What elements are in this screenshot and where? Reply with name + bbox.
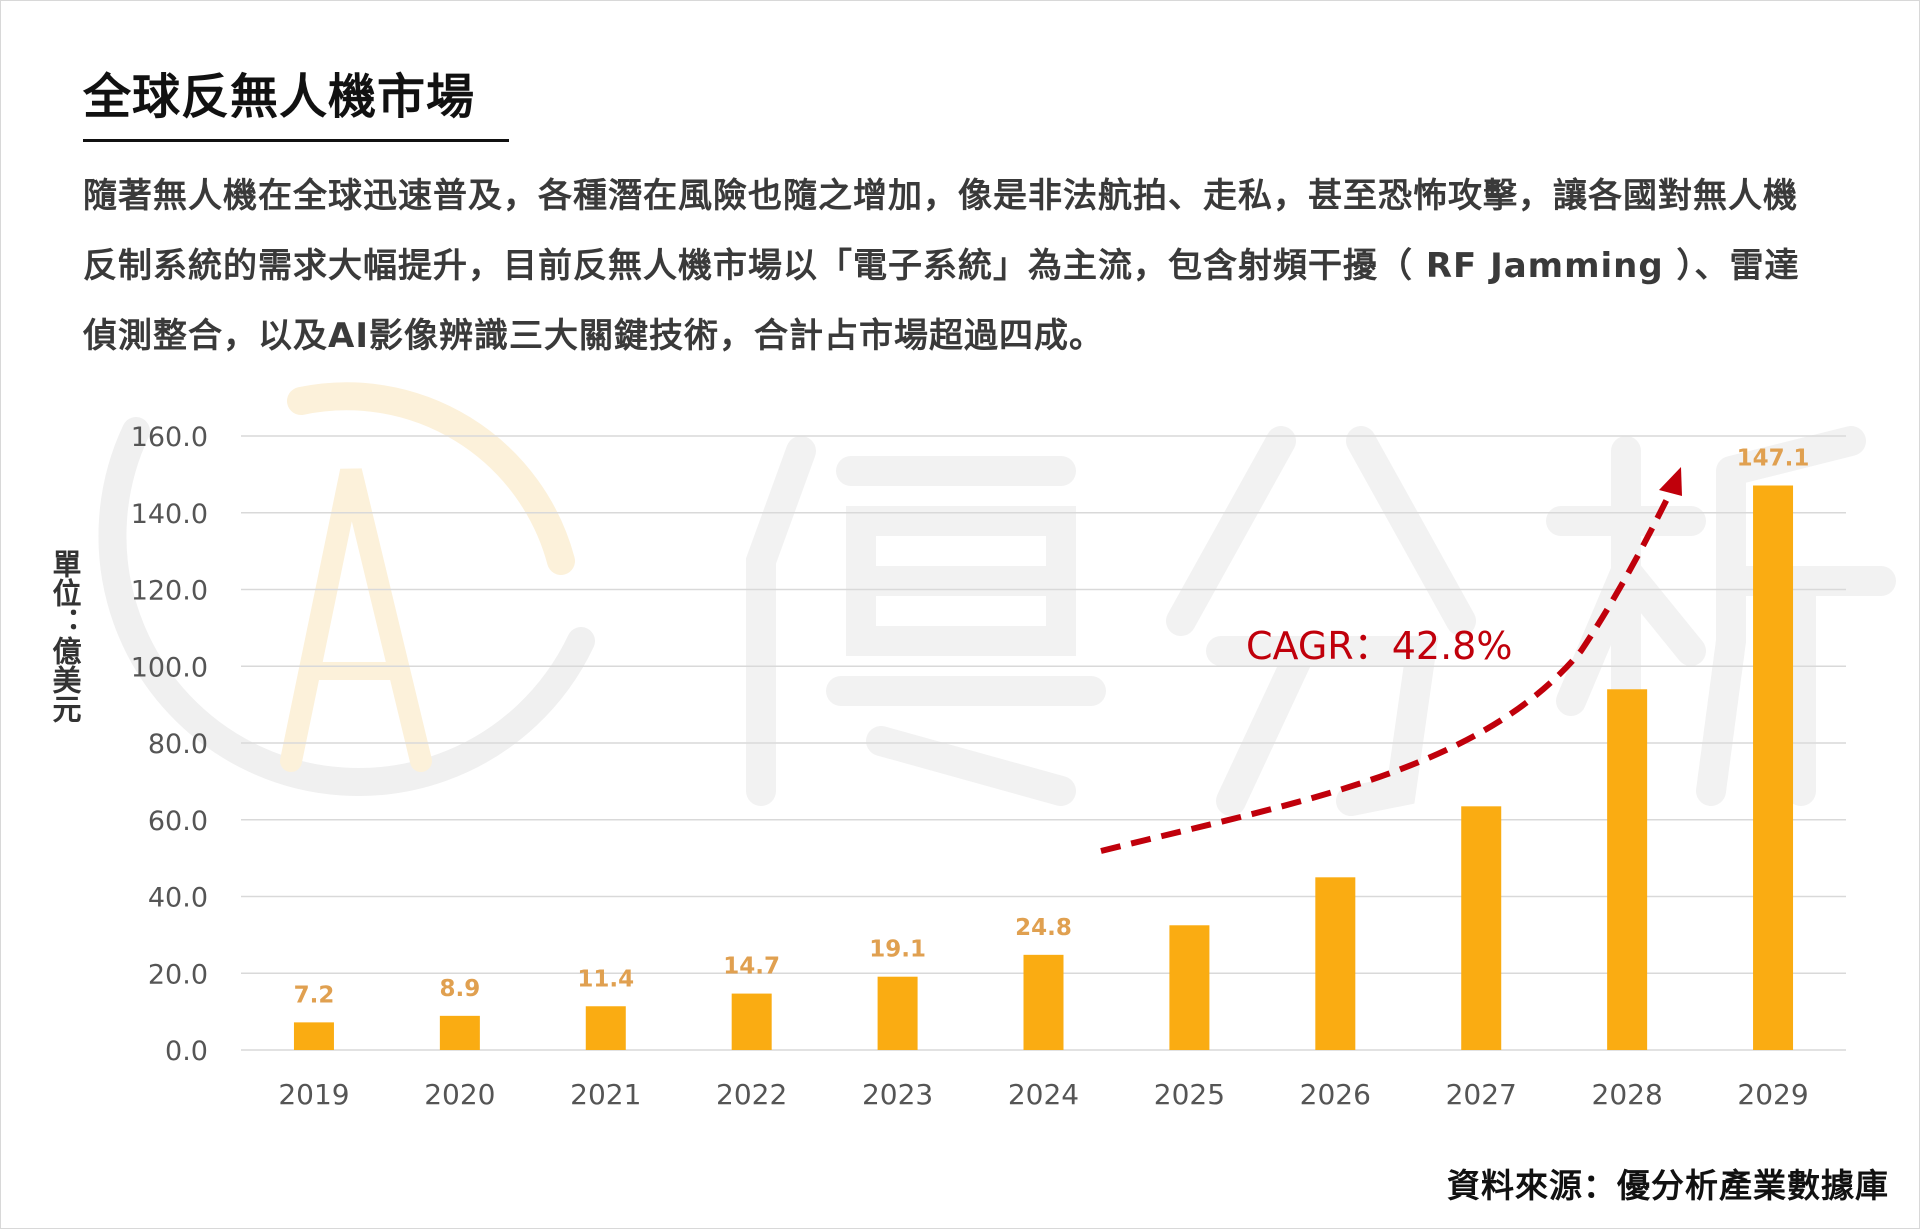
bar-2028 [1607,689,1648,1050]
bar-2025 [1169,925,1210,1050]
x-tick-label: 2022 [716,1078,787,1111]
data-label: 24.8 [1015,915,1072,941]
title-underline [83,139,509,142]
bar-2029 [1753,485,1794,1050]
data-label: 19.1 [869,937,926,963]
bar-2019 [293,1022,334,1050]
y-tick-label: 160.0 [131,422,208,453]
data-label: 11.4 [577,966,634,992]
description-text: 隨著無人機在全球迅速普及，各種潛在風險也隨之增加，像是非法航拍、走私，甚至恐怖攻… [83,176,1800,356]
data-labels: 7.2 8.9 11.4 14.7 19.1 24.8 147.1 [294,446,1810,1009]
x-tick-label: 2028 [1592,1078,1663,1111]
bar-2020 [439,1015,480,1050]
bar-2024 [1023,954,1064,1050]
y-tick-label: 40.0 [148,883,208,914]
x-tick-label: 2023 [862,1078,933,1111]
y-tick-label: 80.0 [148,729,208,760]
bar-2026 [1315,877,1356,1050]
cagr-arrowhead-icon [1659,467,1682,496]
bar-2027 [1461,806,1502,1050]
page-title: 全球反無人機市場 [83,69,476,125]
y-tick-label: 100.0 [131,652,208,683]
bar-2023 [877,976,918,1050]
x-tick-label: 2026 [1300,1078,1371,1111]
x-axis-ticks: 2019 2020 2021 2022 2023 2024 2025 2026 2027 2028… [278,1078,1808,1111]
y-tick-label: 20.0 [148,959,208,990]
source-note: 資料來源：優分析產業數據庫 [1447,1166,1889,1205]
x-tick-label: 2027 [1446,1078,1517,1111]
x-tick-label: 2019 [278,1078,349,1111]
y-tick-label: 140.0 [131,499,208,530]
data-label: 7.2 [294,982,335,1008]
y-tick-label: 0.0 [165,1036,208,1067]
data-label: 14.7 [723,954,780,980]
y-axis-ticks: 0.0 20.0 40.0 60.0 80.0 100.0 120.0 140.0 160.0 [131,422,208,1067]
cagr-trend-arrow [1100,489,1674,854]
cagr-annotation: CAGR：42.8% [1100,467,1682,854]
x-tick-label: 2025 [1154,1078,1225,1111]
y-tick-label: 60.0 [148,806,208,837]
x-tick-label: 2021 [570,1078,641,1111]
x-tick-label: 2029 [1737,1078,1808,1111]
x-tick-label: 2020 [424,1078,495,1111]
y-tick-label: 120.0 [131,576,208,607]
data-label: 147.1 [1737,446,1810,472]
bars [293,485,1794,1050]
bar-2021 [585,1006,626,1050]
x-tick-label: 2024 [1008,1078,1079,1111]
bar-2022 [731,993,772,1050]
data-label: 8.9 [439,976,480,1002]
y-axis-label: 單位：億美元 [48,549,82,723]
cagr-label: CAGR：42.8% [1246,624,1512,668]
